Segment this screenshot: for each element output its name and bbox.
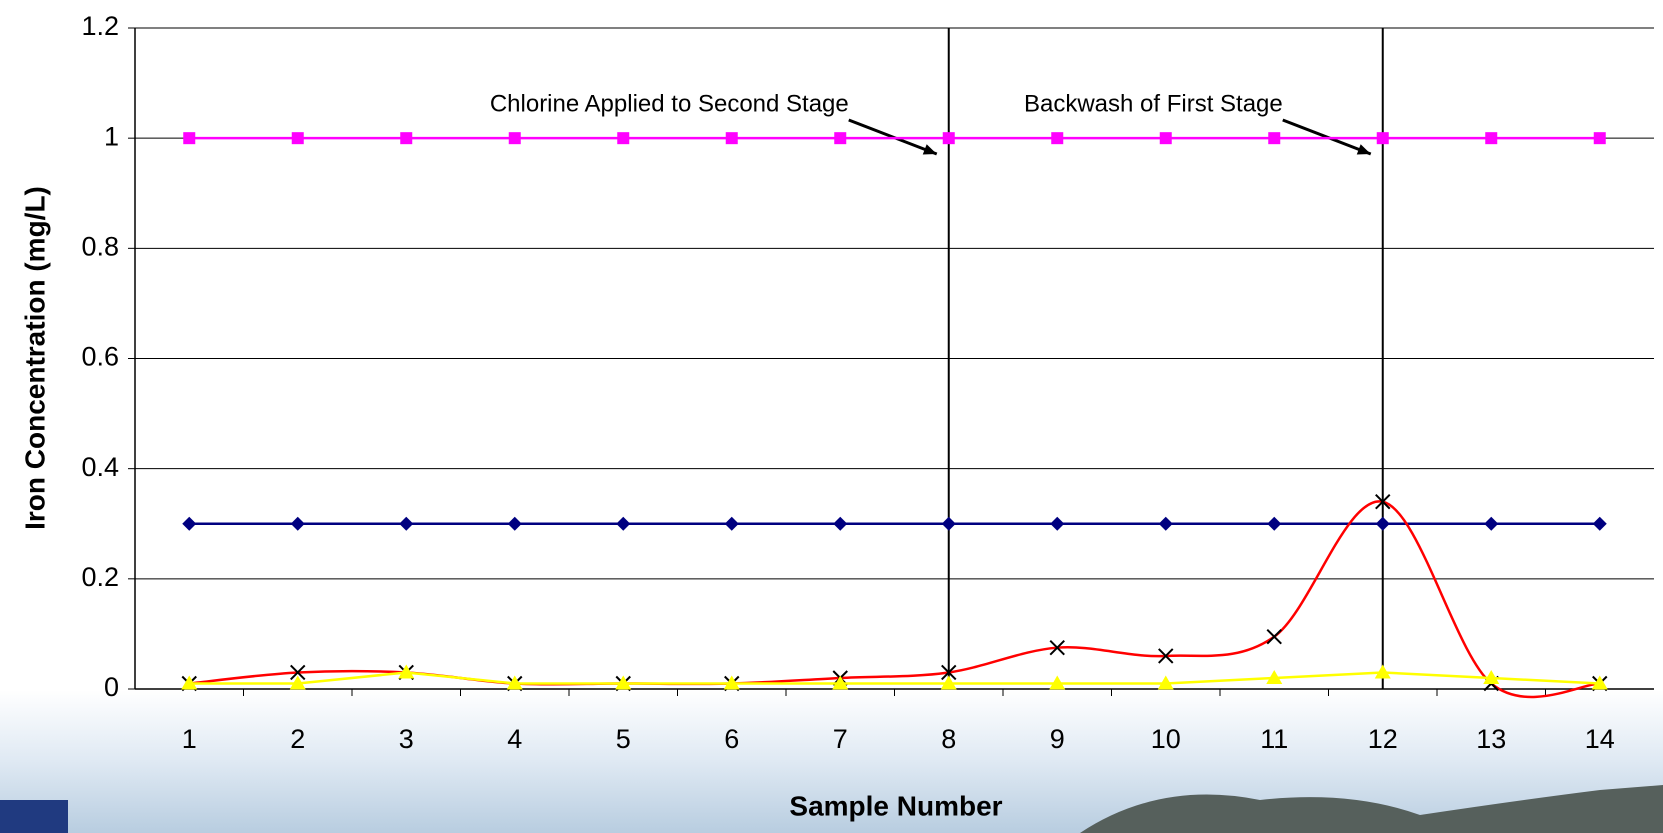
marker <box>1594 132 1606 144</box>
marker <box>1268 132 1280 144</box>
marker <box>292 132 304 144</box>
marker <box>943 132 955 144</box>
x-axis-title: Sample Number <box>789 790 1002 821</box>
marker <box>183 132 195 144</box>
marker <box>509 132 521 144</box>
x-tick-label: 7 <box>833 724 848 754</box>
y-tick-label: 0.2 <box>81 562 119 592</box>
x-tick-label: 9 <box>1050 724 1065 754</box>
marker <box>726 132 738 144</box>
y-tick-label: 0.8 <box>81 231 119 261</box>
annotation-text: Backwash of First Stage <box>1024 90 1283 117</box>
chart: Sample Number Iron Concentration (mg/L) … <box>0 0 1663 833</box>
logo <box>0 800 68 833</box>
x-tick-label: 3 <box>399 724 414 754</box>
y-axis-title: Iron Concentration (mg/L) <box>19 186 50 530</box>
annotation-text: Chlorine Applied to Second Stage <box>490 90 849 117</box>
x-tick-label: 8 <box>941 724 956 754</box>
marker <box>834 132 846 144</box>
y-tick-label: 0 <box>104 672 119 702</box>
x-tick-label: 4 <box>507 724 522 754</box>
x-tick-label: 5 <box>616 724 631 754</box>
y-tick-label: 1 <box>104 121 119 151</box>
marker <box>1160 132 1172 144</box>
marker <box>617 132 629 144</box>
marker <box>1051 132 1063 144</box>
x-tick-label: 14 <box>1585 724 1615 754</box>
x-tick-label: 11 <box>1260 724 1288 754</box>
y-tick-label: 0.4 <box>81 452 119 482</box>
x-tick-label: 13 <box>1476 724 1506 754</box>
marker <box>1485 132 1497 144</box>
marker <box>400 132 412 144</box>
x-tick-label: 1 <box>182 724 197 754</box>
marker <box>1377 132 1389 144</box>
y-tick-label: 1.2 <box>81 11 119 41</box>
x-tick-label: 12 <box>1368 724 1398 754</box>
page: Sample Number Iron Concentration (mg/L) … <box>0 0 1663 833</box>
x-tick-label: 6 <box>724 724 739 754</box>
y-tick-label: 0.6 <box>81 342 119 372</box>
x-tick-label: 2 <box>290 724 305 754</box>
x-tick-label: 10 <box>1151 724 1181 754</box>
